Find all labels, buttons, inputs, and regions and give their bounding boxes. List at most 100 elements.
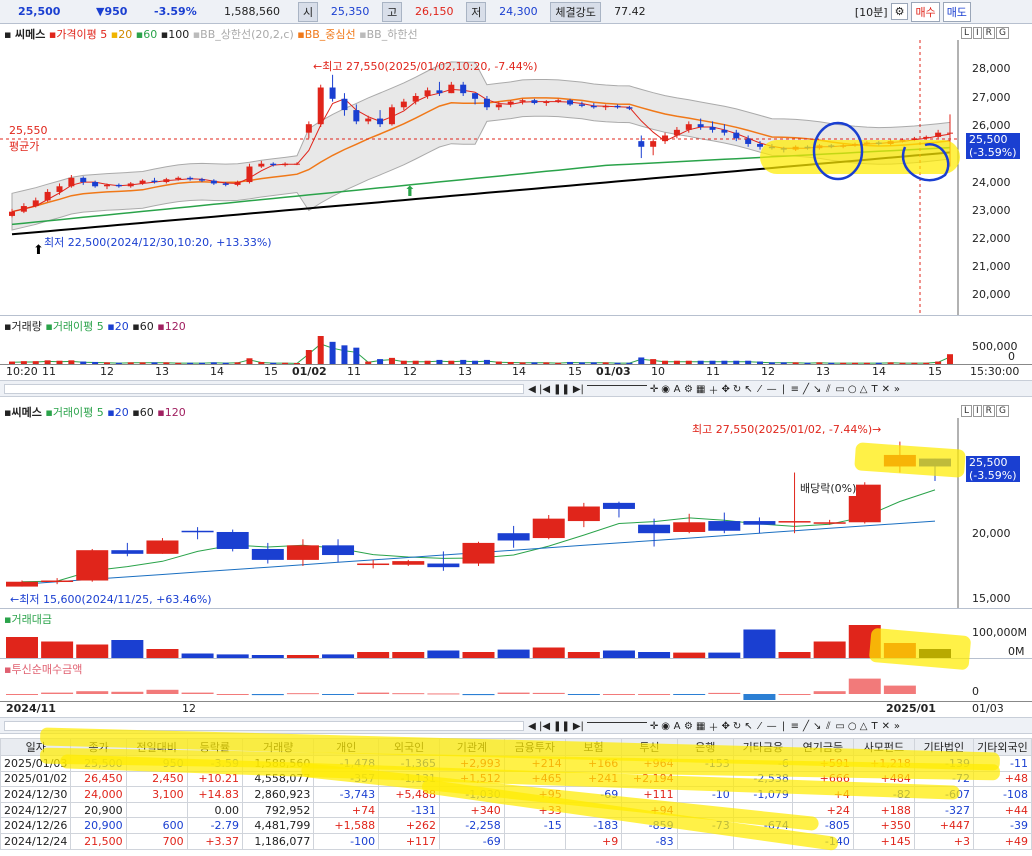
interval-selector[interactable]: [10분]: [854, 5, 888, 19]
hline-icon[interactable]: —: [766, 384, 777, 395]
triangle-icon[interactable]: △: [859, 721, 868, 732]
fib-icon[interactable]: ≡: [790, 721, 799, 732]
settings-icon[interactable]: ⚙: [684, 384, 693, 395]
scale-button-l[interactable]: L: [961, 27, 973, 39]
table-header[interactable]: 보험: [564, 738, 623, 756]
table-header[interactable]: 개인: [313, 738, 380, 756]
candle-body: [519, 100, 526, 102]
table-row[interactable]: 2025/01/03 25,500 950 -3.59 1,588,560 -1,478-…: [0, 755, 1032, 772]
step-back-icon[interactable]: |◀: [539, 721, 551, 732]
arrow-icon[interactable]: ↘: [813, 384, 822, 395]
refresh-icon[interactable]: ↻: [732, 721, 742, 732]
zoom-slider[interactable]: [586, 385, 647, 386]
delete-icon[interactable]: ✕: [881, 721, 890, 732]
arrow-icon[interactable]: ↘: [813, 721, 822, 732]
magnet-icon[interactable]: ◉: [661, 721, 671, 732]
scale-button-r[interactable]: R: [982, 405, 995, 417]
x-tick: 15: [928, 365, 942, 378]
table-header[interactable]: 일자: [0, 738, 72, 756]
cursor-icon[interactable]: ↖: [744, 721, 753, 732]
table-row[interactable]: 2024/12/24 21,500 700 +3.37 1,186,077 -100 +11…: [0, 832, 1032, 850]
settings-gear-icon[interactable]: ⚙: [890, 3, 909, 20]
channel-icon[interactable]: ⫽: [826, 384, 831, 395]
table-row[interactable]: 2024/12/30 24,000 3,100 +14.83 2,860,923 -3,7…: [0, 786, 1032, 803]
table-header[interactable]: 거래량: [242, 738, 315, 756]
magnet-icon[interactable]: ◉: [661, 384, 671, 395]
step-forward-icon[interactable]: ▶|: [572, 721, 584, 732]
intraday-price-chart[interactable]: ⬆ ⬆: [0, 40, 1032, 315]
cursor-icon[interactable]: ↖: [744, 384, 753, 395]
table-header[interactable]: 연기금등: [791, 738, 854, 756]
pan-icon[interactable]: ✥: [721, 384, 730, 395]
table-header[interactable]: 사모펀드: [852, 738, 915, 756]
trendline-icon[interactable]: ⁄: [758, 384, 761, 395]
zoom-slider[interactable]: [586, 722, 647, 723]
rect-icon[interactable]: ▭: [835, 384, 845, 395]
buy-button[interactable]: 매수: [911, 1, 940, 22]
text-icon[interactable]: T: [871, 721, 878, 732]
candle-body: [923, 136, 930, 139]
chart1-scrollbar[interactable]: [4, 384, 524, 394]
layout-icon[interactable]: ▦: [695, 721, 706, 732]
layout-icon[interactable]: ▦: [695, 384, 706, 395]
text-tool-icon[interactable]: A: [673, 721, 681, 732]
more-icon[interactable]: »: [893, 384, 901, 395]
investor-bar: [146, 689, 179, 694]
scale-button-i[interactable]: I: [973, 405, 982, 417]
table-header[interactable]: 기타금융: [732, 738, 793, 756]
text-icon[interactable]: T: [871, 384, 878, 395]
table-header[interactable]: 기관계: [439, 738, 505, 756]
triangle-icon[interactable]: △: [859, 384, 868, 395]
step-forward-icon[interactable]: ▶|: [572, 384, 584, 395]
scale-button-i[interactable]: I: [973, 27, 982, 39]
crosshair-icon[interactable]: ✛: [649, 384, 659, 395]
delete-icon[interactable]: ✕: [881, 384, 890, 395]
step-back-icon[interactable]: |◀: [539, 384, 551, 395]
refresh-icon[interactable]: ↻: [732, 384, 742, 395]
trendline-icon[interactable]: ⁄: [758, 721, 761, 732]
circle-icon[interactable]: ○: [847, 721, 857, 732]
text-tool-icon[interactable]: A: [673, 384, 681, 395]
circle-icon[interactable]: ○: [847, 384, 857, 395]
crosshair-icon[interactable]: ✛: [649, 721, 659, 732]
vline-icon[interactable]: |: [781, 721, 786, 732]
y-tick: 20,000: [972, 288, 1011, 301]
table-header[interactable]: 은행: [676, 738, 734, 756]
vline-icon[interactable]: |: [781, 384, 786, 395]
sell-button[interactable]: 매도: [942, 1, 971, 22]
table-header[interactable]: 전일대비: [125, 738, 188, 756]
scale-button-r[interactable]: R: [982, 27, 995, 39]
scale-button-g[interactable]: G: [995, 27, 1009, 39]
pan-icon[interactable]: ✥: [721, 721, 730, 732]
table-header[interactable]: 금융투자: [503, 738, 566, 756]
chart2-scrollbar[interactable]: [4, 721, 524, 731]
zoom-in-icon[interactable]: ＋: [708, 386, 719, 397]
table-header[interactable]: 종가: [70, 738, 127, 756]
pause-icon[interactable]: ❚❚: [553, 384, 570, 395]
draw-icon[interactable]: ╱: [802, 384, 810, 395]
scale-button-l[interactable]: L: [961, 405, 973, 417]
draw-icon[interactable]: ╱: [802, 721, 810, 732]
daily-price-chart[interactable]: ⬇: [0, 418, 1032, 608]
fib-icon[interactable]: ≡: [790, 384, 799, 395]
hline-icon[interactable]: —: [766, 721, 777, 732]
scroll-left-icon[interactable]: ◀: [528, 721, 536, 732]
scroll-left-icon[interactable]: ◀: [528, 384, 536, 395]
zoom-in-icon[interactable]: ＋: [708, 723, 719, 734]
table-header[interactable]: 등락률: [186, 738, 244, 756]
settings-icon[interactable]: ⚙: [684, 721, 693, 732]
more-icon[interactable]: »: [893, 721, 901, 732]
price-change: ▼950: [96, 5, 128, 18]
scale-button-g[interactable]: G: [995, 405, 1009, 417]
table-row[interactable]: 2025/01/02 26,450 2,450 +10.21 4,558,077 -357…: [0, 770, 1032, 788]
rect-icon[interactable]: ▭: [835, 721, 845, 732]
table-header[interactable]: 투신: [621, 738, 678, 756]
table-header[interactable]: 기타외국인: [972, 738, 1032, 756]
table-header[interactable]: 기타법인: [913, 738, 974, 756]
x-tick: 10:20: [6, 365, 38, 378]
channel-icon[interactable]: ⫽: [826, 721, 831, 732]
pause-icon[interactable]: ❚❚: [553, 721, 570, 732]
table-row[interactable]: 2024/12/27 20,900 0.00 792,952 +74 -131 +340 +3…: [0, 801, 1032, 819]
table-header[interactable]: 외국인: [378, 738, 441, 756]
table-row[interactable]: 2024/12/26 20,900 600 -2.79 4,481,799 +1,588 +…: [0, 817, 1032, 834]
